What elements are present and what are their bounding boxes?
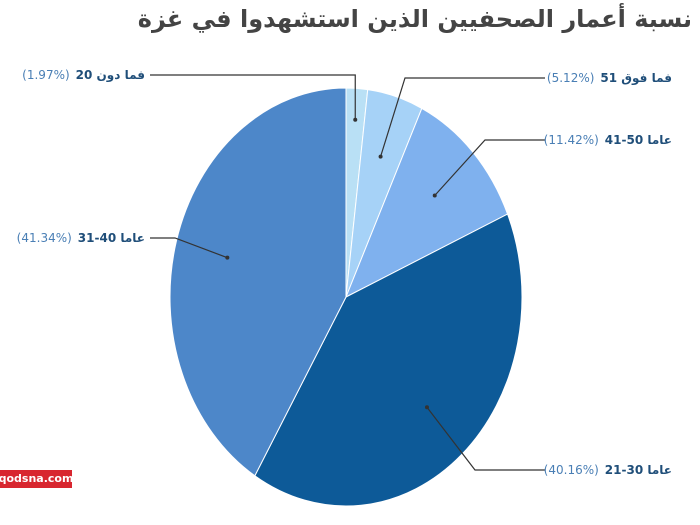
pie-slice [254,213,523,507]
slice-label: (1.97%) 20 فما دون [22,68,145,83]
category-label: 20 فما دون [76,68,145,83]
watermark: qodsna.com [0,472,73,485]
leader-line [380,77,545,157]
slice-label: (40.16%) 21-30 عاما [544,463,672,477]
value-label: (41.34%) [17,231,72,245]
slice-label: (11.42%) 41-50 عاما [544,133,672,147]
category-label: 51 فما فوق [600,71,672,86]
value-label: (40.16%) [544,463,599,477]
pie-slice [345,107,509,299]
leader-dot [225,255,230,260]
leader-line [426,406,545,471]
leader-dot [378,154,383,159]
leader-dot [424,405,429,410]
value-label: (11.42%) [544,133,599,147]
leader-line [434,139,545,196]
leader-line [150,237,228,259]
category-label: 21-30 عاما [605,463,672,477]
category-label: 41-50 عاما [605,133,672,147]
leader-dot [353,117,358,122]
leader-line [150,74,356,120]
category-label: 31-40 عاما [78,231,145,245]
chart-title: نسبة أعمار الصحفيين الذين استشهدوا في غز… [138,3,692,33]
value-label: (1.97%) [22,68,69,82]
slice-label: (41.34%) 31-40 عاما [17,231,145,245]
watermark-box [0,470,72,488]
pie-slice [169,87,347,477]
value-label: (5.12%) [547,71,594,85]
leader-dot [432,193,437,198]
slice-label: (5.12%) 51 فما فوق [547,71,672,86]
